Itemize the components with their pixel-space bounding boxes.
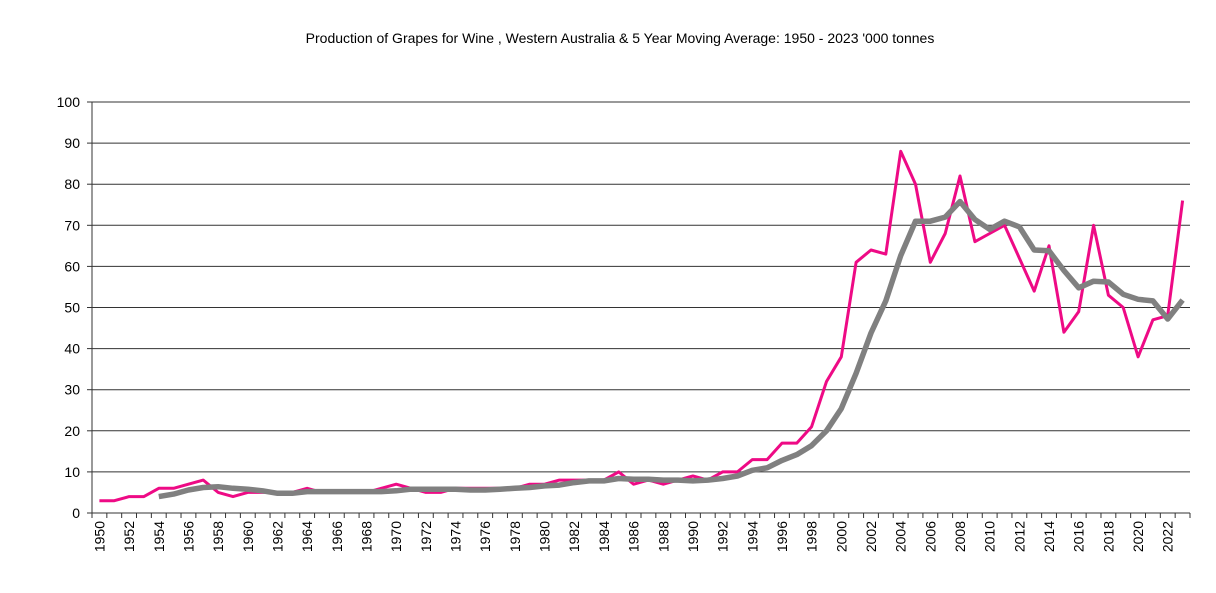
y-tick-label: 100	[57, 94, 81, 110]
x-tick-label: 1978	[507, 521, 523, 552]
x-tick-label: 1950	[91, 521, 107, 552]
gridlines	[92, 101, 1190, 473]
y-tick-label: 40	[64, 341, 80, 357]
series-5-year-moving-average	[158, 198, 1185, 500]
x-tick-label: 1976	[477, 521, 493, 552]
y-tick-label: 70	[64, 217, 80, 233]
x-tick-label: 2006	[922, 521, 938, 552]
x-tick-label: 1994	[744, 521, 760, 552]
y-tick-label: 60	[64, 258, 80, 274]
x-tick-label: 1970	[388, 521, 404, 552]
x-tick-label: 2010	[982, 521, 998, 552]
x-tick-label: 2014	[1041, 521, 1057, 552]
x-tick-label: 1972	[418, 521, 434, 552]
x-axis: 1950 1952 1954 1956 1958 1960 1962 1964 1966 1968…	[91, 512, 1191, 552]
x-tick-label: 2002	[863, 521, 879, 552]
y-tick-label: 30	[64, 382, 80, 398]
y-tick-label: 0	[72, 505, 80, 521]
y-axis: 0 10 20 30 40 50 60 70 80 90 100	[57, 94, 93, 521]
y-tick-label: 50	[64, 300, 80, 316]
chart-title: Production of Grapes for Wine , Western …	[305, 30, 935, 46]
x-tick-label: 1996	[774, 521, 790, 552]
x-tick-label: 2016	[1071, 521, 1087, 552]
x-tick-label: 2012	[1011, 521, 1027, 552]
x-tick-label: 1974	[448, 521, 464, 552]
x-tick-label: 1960	[240, 521, 256, 552]
x-tick-label: 1980	[537, 521, 553, 552]
series-production	[99, 149, 1185, 503]
x-tick-label: 1968	[359, 521, 375, 552]
x-tick-label: 1990	[685, 521, 701, 552]
x-tick-label: 1958	[210, 521, 226, 552]
x-tick-label: 2008	[952, 521, 968, 552]
x-tick-label: 1982	[566, 521, 582, 552]
y-tick-label: 80	[64, 176, 80, 192]
y-tick-label: 20	[64, 423, 80, 439]
x-tick-label: 2000	[833, 521, 849, 552]
y-tick-label: 90	[64, 135, 80, 151]
x-tick-label: 1986	[626, 521, 642, 552]
x-tick-label: 1954	[151, 521, 167, 552]
x-tick-label: 1964	[299, 521, 315, 552]
x-tick-label: 1998	[804, 521, 820, 552]
x-tick-label: 1988	[655, 521, 671, 552]
y-tick-label: 10	[64, 464, 80, 480]
x-tick-label: 2020	[1130, 521, 1146, 552]
x-tick-label: 2004	[893, 521, 909, 552]
x-tick-label: 2018	[1100, 521, 1116, 552]
series-lines	[99, 149, 1185, 503]
x-tick-label: 1956	[180, 521, 196, 552]
x-tick-label: 1984	[596, 521, 612, 552]
x-tick-label: 2022	[1160, 521, 1176, 552]
x-tick-label: 1952	[121, 521, 137, 552]
x-tick-label: 1966	[329, 521, 345, 552]
x-tick-label: 1992	[715, 521, 731, 552]
x-tick-label: 1962	[269, 521, 285, 552]
